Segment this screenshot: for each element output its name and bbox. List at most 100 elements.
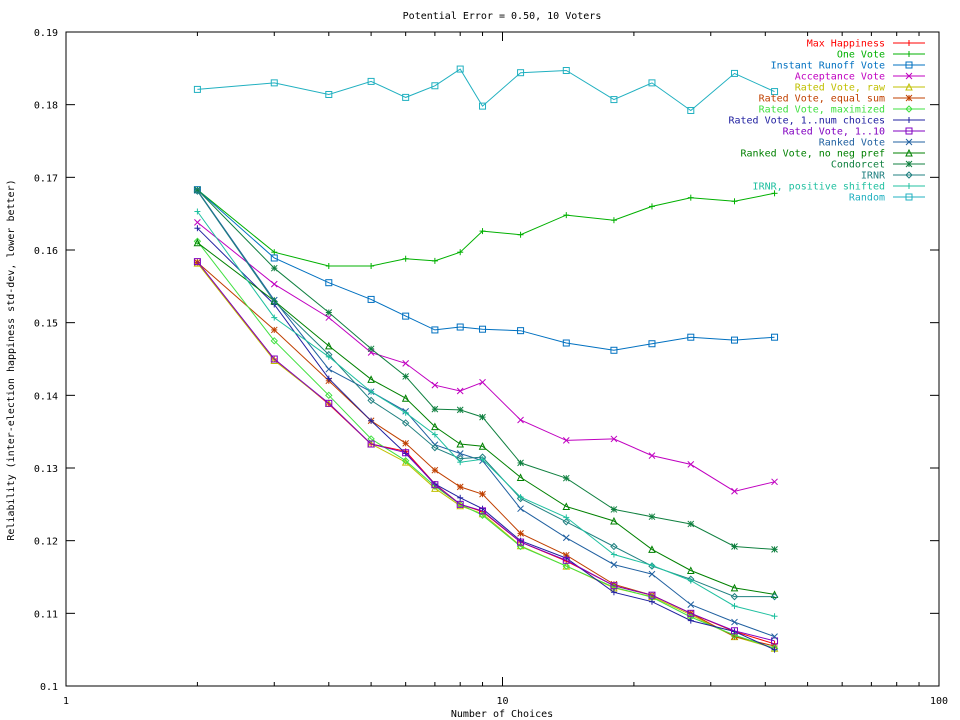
data-point: [610, 217, 617, 224]
data-point: [456, 65, 464, 73]
series-6: [193, 237, 779, 652]
chart-title: Potential Error = 0.50, 10 Voters: [403, 11, 602, 22]
data-point: [686, 566, 695, 574]
legend-marker: [905, 61, 913, 69]
data-point: [479, 413, 486, 421]
legend-label: Ranked Vote: [819, 138, 885, 149]
y-tick-label: 0.12: [34, 537, 58, 548]
series-3: [194, 219, 778, 495]
data-point: [648, 452, 656, 460]
data-point: [517, 327, 525, 335]
legend-marker: [905, 105, 913, 113]
data-point: [367, 440, 375, 448]
legend-marker: [906, 117, 912, 123]
data-point: [325, 399, 333, 407]
data-point: [770, 592, 779, 601]
data-point: [325, 309, 333, 316]
data-point: [270, 326, 278, 334]
data-point: [687, 333, 695, 341]
data-point: [687, 601, 695, 608]
data-point: [771, 333, 779, 341]
data-point: [687, 577, 694, 584]
data-point: [431, 381, 439, 389]
data-point: [516, 473, 525, 481]
legend-entry: Condorcet: [831, 160, 925, 171]
data-point: [730, 627, 738, 635]
data-point: [563, 514, 570, 521]
data-point: [325, 391, 333, 400]
data-point: [325, 314, 333, 321]
data-point: [731, 543, 738, 550]
series-line: [197, 68, 775, 112]
legend-marker: [905, 193, 913, 201]
series-9: [194, 187, 778, 640]
data-point: [562, 474, 570, 482]
data-point: [730, 336, 738, 344]
legend-marker: [905, 127, 913, 135]
data-point: [193, 85, 201, 93]
y-axis-label: Reliability (inter-election happiness st…: [6, 179, 17, 540]
data-point: [731, 603, 738, 610]
series-line: [197, 189, 775, 267]
data-point: [731, 198, 738, 205]
data-point: [731, 487, 738, 495]
data-point: [687, 106, 695, 114]
data-point: [610, 542, 618, 551]
data-point: [325, 353, 332, 360]
y-tick-label: 0.17: [34, 173, 58, 184]
data-point: [517, 505, 524, 513]
data-point: [687, 520, 695, 528]
data-point: [457, 459, 464, 466]
data-point: [271, 249, 278, 256]
y-tick-label: 0.15: [34, 319, 58, 330]
data-point: [687, 609, 695, 617]
data-point: [687, 617, 694, 624]
data-point: [367, 77, 375, 85]
data-point: [562, 518, 570, 526]
series-1: [194, 186, 778, 269]
data-point: [270, 264, 278, 272]
legend-marker: [905, 148, 913, 157]
data-point: [479, 507, 487, 515]
series-8: [193, 258, 779, 645]
data-point: [367, 295, 375, 303]
data-point: [456, 500, 464, 508]
data-point: [270, 254, 278, 262]
data-point: [610, 506, 618, 513]
data-point: [517, 538, 525, 546]
legend-label: Rated Vote, raw: [795, 83, 886, 94]
legend-entry: Max Happiness: [807, 39, 925, 50]
data-point: [457, 249, 464, 256]
data-point: [456, 387, 464, 395]
data-point: [771, 637, 779, 645]
data-point: [456, 323, 464, 331]
data-point: [562, 437, 570, 444]
data-point: [610, 561, 618, 569]
y-tick-label: 0.13: [34, 464, 58, 475]
data-point: [771, 478, 778, 486]
series-line: [197, 242, 775, 595]
data-point: [431, 422, 439, 431]
series-line: [197, 189, 775, 550]
data-point: [517, 494, 524, 501]
data-point: [270, 355, 278, 363]
data-point: [325, 279, 333, 287]
axes: 0.1 0.11 0.12 0.13 0.14 0.15 0.16 0.17 0.18 0.19 1…: [34, 28, 948, 707]
data-point: [517, 231, 524, 238]
series-line: [197, 227, 775, 651]
data-point: [479, 228, 486, 235]
data-point: [456, 406, 464, 414]
y-tick-label: 0.19: [34, 28, 58, 39]
data-point: [730, 583, 739, 592]
data-point: [270, 337, 278, 345]
data-point: [368, 388, 375, 395]
data-point: [610, 551, 617, 558]
data-point: [517, 459, 524, 467]
data-point: [324, 341, 333, 350]
series-line: [197, 189, 775, 351]
legend-label: Condorcet: [831, 160, 885, 171]
data-point: [270, 297, 278, 306]
data-point: [402, 360, 410, 367]
legend-entry: One Vote: [837, 50, 925, 61]
data-point: [771, 88, 779, 96]
